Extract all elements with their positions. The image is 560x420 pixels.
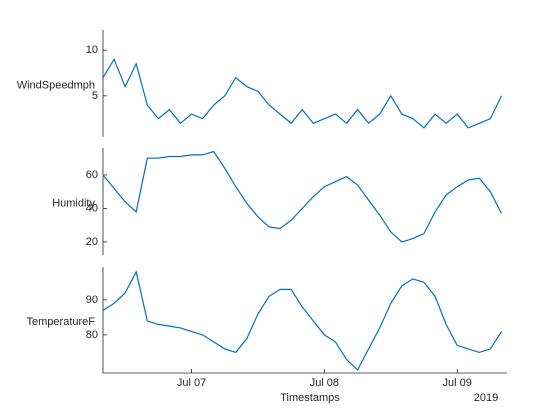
x-tick-label: Jul 07 — [177, 377, 206, 389]
y-axis-label: TemperatureF — [27, 316, 96, 328]
y-tick-label: 80 — [86, 329, 98, 341]
data-line — [102, 150, 503, 243]
y-tick-label: 10 — [86, 44, 98, 56]
year-label: 2019 — [474, 392, 498, 404]
y-tick-label: 5 — [92, 90, 98, 102]
y-tick-label: 20 — [86, 236, 98, 248]
y-axis-label: Humidity — [52, 197, 95, 209]
y-tick-label: 60 — [86, 169, 98, 181]
data-line — [102, 57, 503, 129]
y-tick-label: 90 — [86, 294, 98, 306]
x-axis-label: Timestamps — [280, 392, 340, 404]
x-tick-label: Jul 08 — [310, 377, 339, 389]
x-tick-label: Jul 09 — [443, 377, 472, 389]
y-axis-label: WindSpeedmph — [17, 79, 95, 91]
y-tick-label: 40 — [86, 202, 98, 214]
data-line — [102, 270, 503, 371]
